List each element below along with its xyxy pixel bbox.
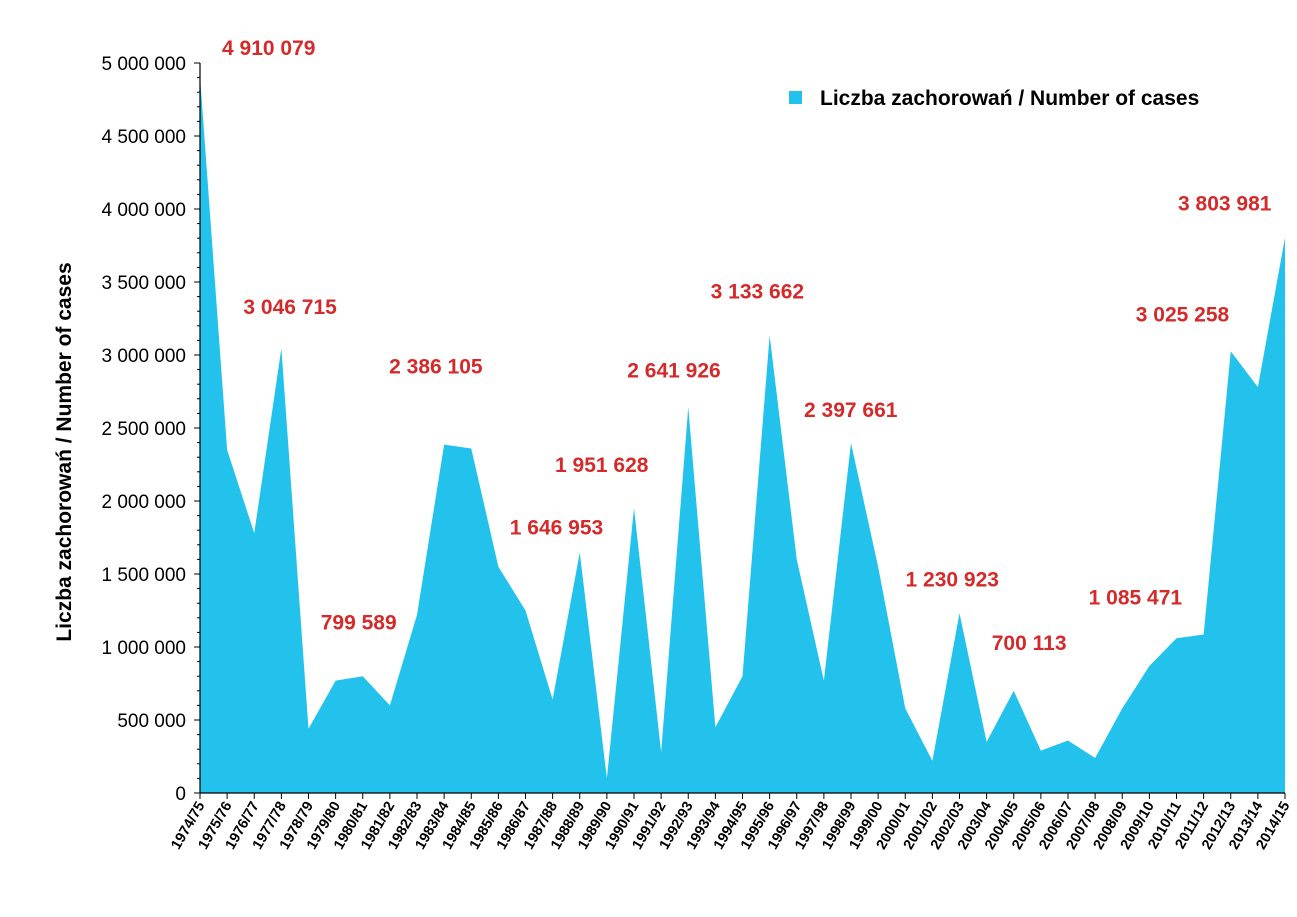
series-area [200,76,1285,793]
data-labels: 4 910 079 3 046 715 799 589 2 386 105 1 646 … [222,37,1272,655]
y-tick-label: 4 500 000 [101,127,186,148]
x-axis: 1974/751975/761976/771977/781978/791979/… [168,792,1293,852]
y-tick-label: 500 000 [117,711,186,732]
legend: Liczba zachorowań / Number of cases [789,87,1199,110]
plot-area [200,76,1285,793]
data-label: 2 397 661 [804,399,898,422]
data-label: 3 133 662 [711,280,804,303]
y-tick-label: 3 500 000 [101,273,186,294]
data-label: 1 646 953 [510,517,603,540]
y-tick-label: 4 000 000 [101,200,186,221]
y-axis-title: Liczba zachorowań / Number of cases [53,262,76,641]
data-label: 1 085 471 [1089,587,1183,610]
y-axis: 0 500 000 1 000 000 1 500 000 2 000 000 2 500… [101,54,201,805]
data-label: 1 230 923 [906,568,999,591]
y-tick-label: 1 000 000 [101,638,186,659]
data-label: 3 025 258 [1136,303,1230,326]
legend-label: Liczba zachorowań / Number of cases [820,87,1199,110]
data-label: 4 910 079 [222,37,315,60]
y-tick-label: 2 000 000 [101,492,186,513]
data-label: 2 641 926 [627,359,720,382]
data-label: 1 951 628 [555,454,649,477]
legend-swatch [789,91,802,104]
data-label: 799 589 [321,611,397,634]
y-tick-label: 3 000 000 [101,346,186,367]
y-tick-label: 5 000 000 [101,54,186,75]
data-label: 700 113 [992,632,1067,655]
y-tick-label: 2 500 000 [101,419,186,440]
data-label: 3 046 715 [243,296,337,319]
y-tick-label: 1 500 000 [101,565,186,586]
data-label: 2 386 105 [389,356,483,379]
y-tick-label: 0 [175,784,186,805]
data-label: 3 803 981 [1178,193,1272,216]
